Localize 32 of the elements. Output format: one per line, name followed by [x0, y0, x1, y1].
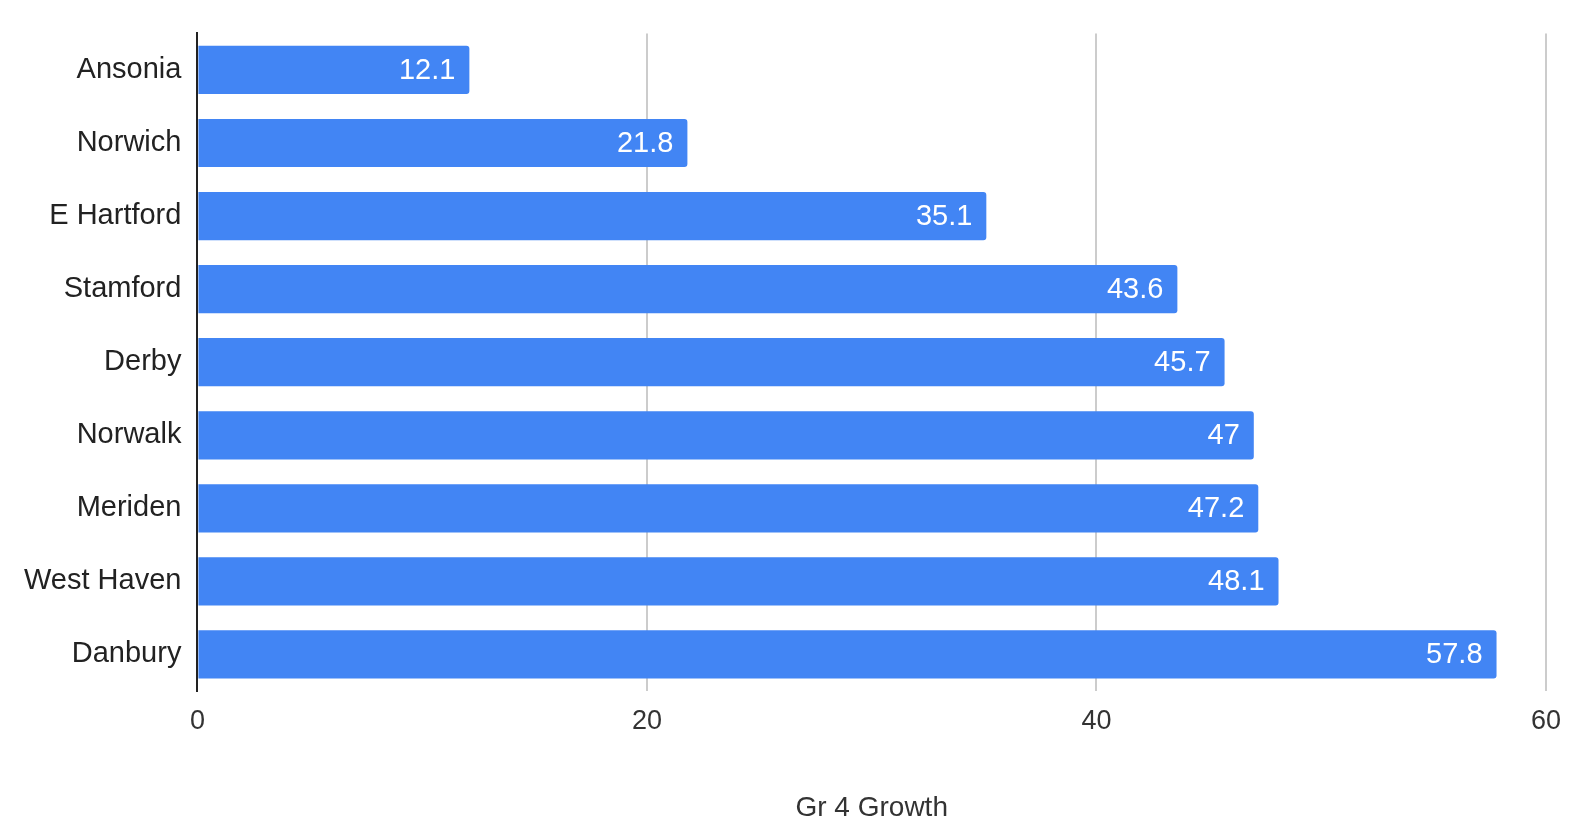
- data-label: 35.1: [915, 199, 973, 232]
- bar: [198, 484, 1259, 533]
- data-label: 47.2: [1187, 491, 1245, 524]
- data-label: 48.1: [1208, 564, 1265, 597]
- data-label: 21.8: [616, 126, 674, 158]
- bar: [198, 118, 688, 168]
- y-tick-label: West Haven: [24, 563, 182, 596]
- bar: [198, 338, 1225, 387]
- data-label: 12.1: [398, 52, 456, 85]
- x-tick-label: 60: [1530, 704, 1562, 735]
- y-tick-label: Norwich: [76, 125, 182, 157]
- bar: [198, 630, 1497, 679]
- bar: [198, 265, 1178, 314]
- data-label: 43.6: [1106, 272, 1164, 305]
- y-tick-label: Derby: [104, 344, 182, 377]
- x-axis-title: Gr 4 Growth: [795, 790, 948, 822]
- y-tick-label: Meriden: [76, 490, 182, 523]
- y-tick-label: E Hartford: [49, 198, 182, 231]
- bar: [198, 45, 470, 95]
- y-tick-label: Danbury: [71, 636, 182, 669]
- x-tick-label: 0: [189, 704, 205, 735]
- data-label: 47: [1207, 418, 1240, 451]
- bar: [198, 557, 1279, 606]
- y-tick-label: Ansonia: [76, 51, 183, 84]
- bar: [198, 191, 987, 241]
- x-tick-label: 20: [631, 704, 662, 735]
- data-label: 57.8: [1426, 637, 1483, 670]
- y-tick-label: Norwalk: [76, 417, 182, 450]
- bar: [198, 411, 1254, 460]
- data-label: 45.7: [1154, 345, 1211, 378]
- x-tick-label: 40: [1081, 704, 1112, 735]
- y-tick-label: Stamford: [63, 271, 182, 304]
